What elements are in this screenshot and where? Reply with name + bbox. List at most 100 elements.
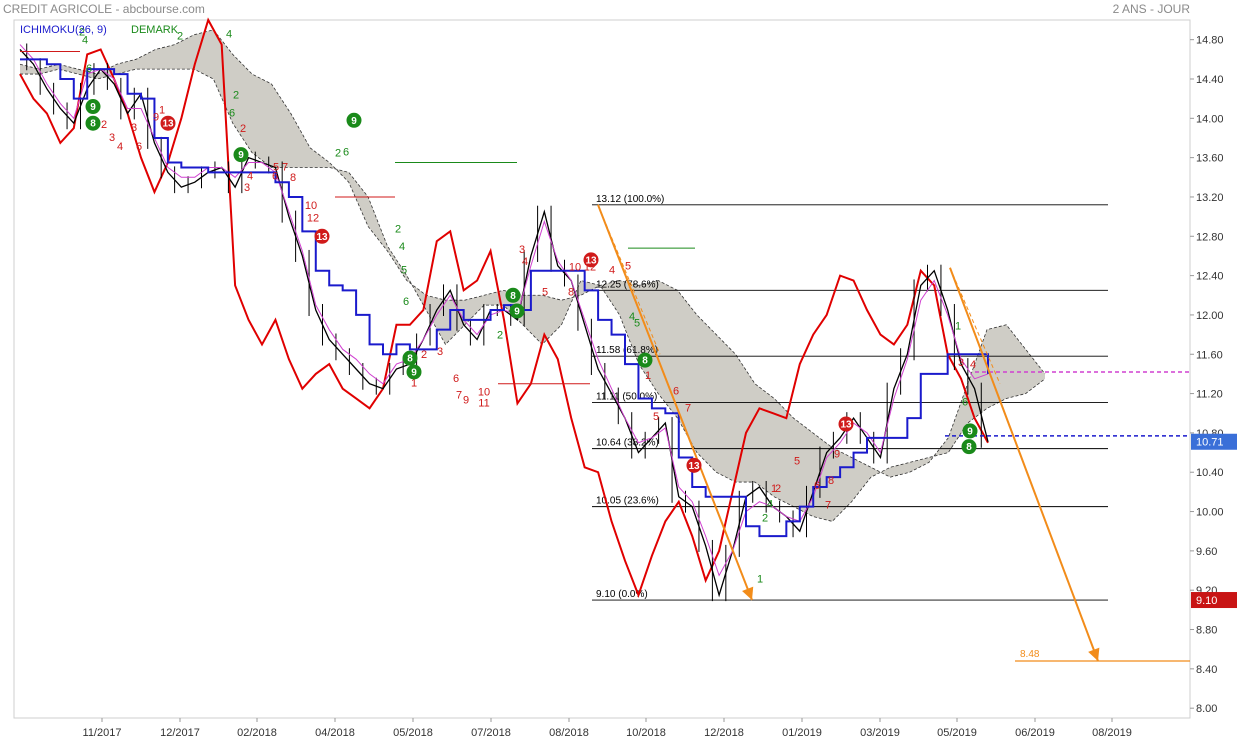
td-count: 7 xyxy=(685,402,691,414)
decline-arrow-head xyxy=(742,586,754,601)
td-count: 10 xyxy=(569,262,581,274)
fib-level-label: 9.10 (0.0%) xyxy=(596,589,648,600)
td-count: 6 xyxy=(229,107,235,119)
td-badge-label: 9 xyxy=(411,367,417,378)
td-badge-label: 9 xyxy=(967,426,973,437)
y-tick-label: 14.40 xyxy=(1196,74,1224,86)
cloud-senkou-b xyxy=(20,68,1046,522)
td-count: 2 xyxy=(79,27,85,39)
td-badge-label: 13 xyxy=(316,232,328,243)
td-count: 2 xyxy=(101,119,107,131)
td-count: 1 xyxy=(159,104,165,116)
td-count: 5 xyxy=(273,161,279,173)
kijun-line xyxy=(20,58,989,538)
td-badge-circle xyxy=(505,287,521,303)
decline-arrow xyxy=(597,204,753,601)
y-tick-label: 11.20 xyxy=(1196,389,1223,401)
td-count: 2 xyxy=(762,512,768,524)
td-count: 3 xyxy=(109,132,115,144)
fib-level-label: 10.64 (38.2%) xyxy=(596,438,659,449)
fib-level-label: 13.12 (100.0%) xyxy=(596,194,664,205)
td-badge-label: 9 xyxy=(238,150,244,161)
td-badge-circle xyxy=(961,439,977,455)
td-count: 6 xyxy=(962,396,968,408)
momentum-line xyxy=(19,17,989,599)
fib-level-label: 12.25 (78.6%) xyxy=(596,279,659,290)
td-badge-label: 8 xyxy=(407,354,413,365)
y-tick-label: 14.80 xyxy=(1196,35,1224,47)
td-badge-label: 8 xyxy=(966,442,972,453)
x-tick-label: 11/2017 xyxy=(83,727,122,739)
x-tick-label: 12/2018 xyxy=(704,727,744,739)
td-count: 6 xyxy=(453,373,459,385)
plot-frame xyxy=(13,19,1191,719)
td-count: 2 xyxy=(775,483,781,495)
td-count: 6 xyxy=(814,480,820,492)
td-count: 4 xyxy=(226,29,232,41)
td-count: 4 xyxy=(629,311,635,323)
legend-demark: DEMARK xyxy=(131,24,179,36)
price-box-label: 10.71 xyxy=(1196,437,1224,449)
td-count: 4 xyxy=(970,359,976,371)
y-tick-label: 8.40 xyxy=(1196,664,1217,676)
target-label: 8.48 xyxy=(1020,649,1040,660)
projection-arrow-head xyxy=(1088,647,1100,661)
fib-level-label: 10.05 (23.6%) xyxy=(596,496,659,507)
td-count: 9 xyxy=(834,448,840,460)
td-count: 6 xyxy=(343,147,349,159)
td-count: 2 xyxy=(233,90,239,102)
td-count: 2 xyxy=(177,31,183,43)
y-tick-label: 13.60 xyxy=(1196,153,1224,165)
td-count: 10 xyxy=(478,387,490,399)
td-count: 9 xyxy=(463,394,469,406)
fib-level-label: 11.11 (50.0%) xyxy=(596,391,657,402)
x-tick-label: 08/2018 xyxy=(549,727,589,739)
td-count: 4 xyxy=(247,170,253,182)
y-tick-label: 13.20 xyxy=(1196,192,1224,204)
td-badge-circle xyxy=(160,115,176,131)
price-box-last xyxy=(1191,433,1237,450)
td-count: 6 xyxy=(136,141,142,153)
td-badge-label: 8 xyxy=(642,356,648,367)
x-tick-label: 05/2019 xyxy=(937,727,977,739)
x-tick-label: 04/2018 xyxy=(315,727,355,739)
td-badge-circle xyxy=(686,457,702,473)
projection-arrow xyxy=(949,267,1099,662)
x-tick-label: 06/2019 xyxy=(1015,727,1055,739)
x-tick-label: 10/2018 xyxy=(626,727,666,739)
td-badge-label: 8 xyxy=(510,291,516,302)
x-tick-label: 08/2019 xyxy=(1092,727,1132,739)
td-count: 1 xyxy=(645,370,651,382)
td-count: 2 xyxy=(497,330,503,342)
decline-dashed xyxy=(597,204,661,355)
td-count: 6 xyxy=(272,170,278,182)
y-tick-label: 14.00 xyxy=(1196,113,1224,125)
td-count: 2 xyxy=(335,148,341,160)
td-count: 6 xyxy=(403,296,409,308)
td-count: 5 xyxy=(401,265,407,277)
td-count: 4 xyxy=(522,256,528,268)
td-count: 12 xyxy=(307,213,319,225)
td-count: 7 xyxy=(825,500,831,512)
td-count: 3 xyxy=(244,182,250,194)
fib-level-label: 11.58 (61.8%) xyxy=(596,345,658,356)
td-count: 8 xyxy=(568,286,574,298)
plot-border xyxy=(13,19,1191,719)
y-tick-label: 8.80 xyxy=(1196,625,1217,637)
td-badge-label: 13 xyxy=(162,119,174,130)
td-badge-circle xyxy=(406,364,422,380)
td-badge-circle xyxy=(962,423,978,439)
td-count: 5 xyxy=(634,318,640,330)
td-count: 4 xyxy=(767,499,773,511)
y-tick-label: 8.00 xyxy=(1196,703,1217,715)
td-count: 9 xyxy=(153,111,159,123)
td-count: 1 xyxy=(771,483,777,495)
td-count: 3 xyxy=(131,122,137,134)
td-count: 4 xyxy=(399,241,405,253)
td-badge-circle xyxy=(85,115,101,131)
ichimoku-cloud xyxy=(19,29,1046,522)
y-tick-label: 12.80 xyxy=(1196,231,1224,243)
projection-dashed xyxy=(949,267,1001,384)
